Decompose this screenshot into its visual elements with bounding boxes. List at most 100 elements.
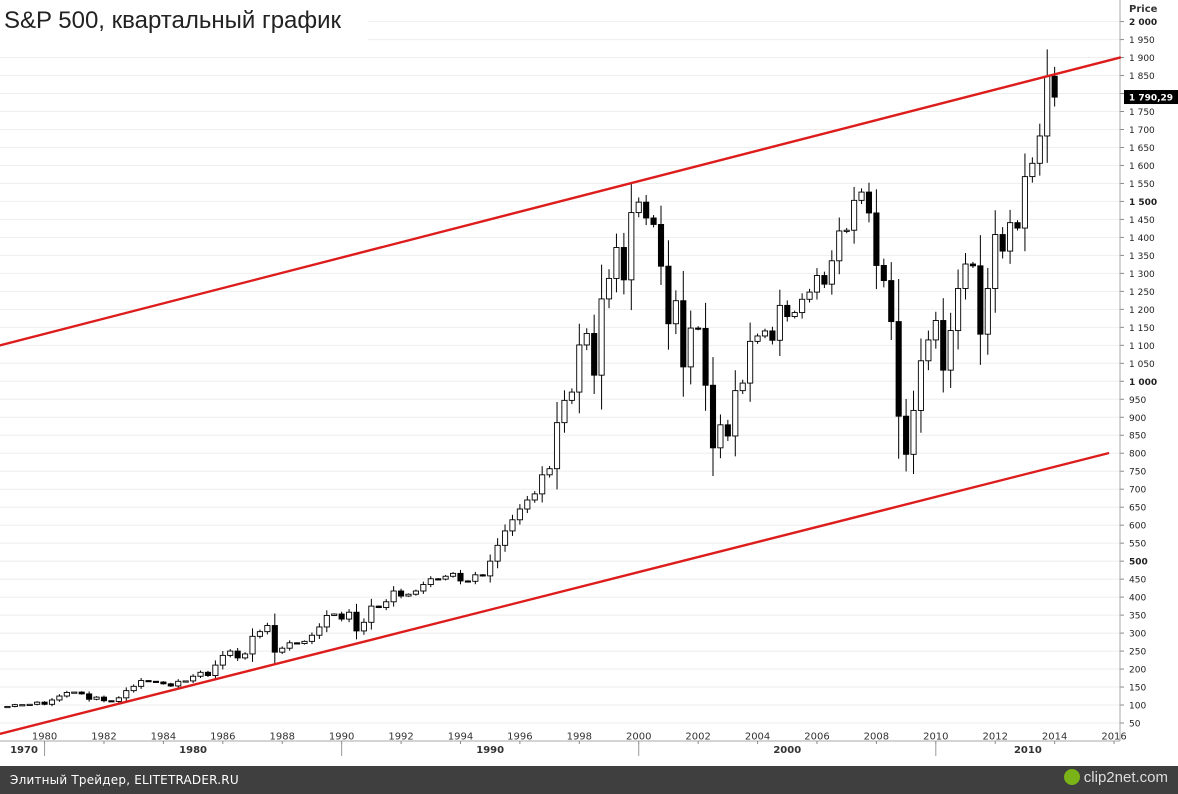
time-axis: 1980 1982 1984 1986 1988 1990 1992 1994 1996 1998… xyxy=(0,732,1127,756)
time-tick-label: 2002 xyxy=(685,732,710,743)
candle-down xyxy=(100,696,108,702)
candle-up xyxy=(568,391,575,401)
time-tick-label: 2014 xyxy=(1042,732,1067,743)
price-tick-label: 1 100 xyxy=(1129,342,1155,352)
candle-up xyxy=(843,229,850,232)
candle-down xyxy=(86,693,93,700)
candle-up xyxy=(509,519,516,532)
candle-up xyxy=(427,578,434,585)
candle-down xyxy=(940,320,947,371)
candle-down xyxy=(204,671,212,676)
candle-up xyxy=(487,560,494,577)
candle-down xyxy=(999,234,1006,252)
candle-up xyxy=(19,704,26,707)
candle-down xyxy=(457,572,464,582)
price-tick-label: 500 xyxy=(1129,558,1148,568)
candle-down xyxy=(821,275,828,285)
candle-up xyxy=(123,690,130,699)
price-tick-label: 1 650 xyxy=(1129,144,1155,154)
time-tick-label: 1984 xyxy=(151,732,176,743)
price-tick-label: 550 xyxy=(1129,540,1146,550)
price-tick-label: 1 450 xyxy=(1129,216,1155,226)
candle-up xyxy=(301,640,308,644)
candle-up xyxy=(806,291,813,300)
candle-up xyxy=(501,530,509,546)
title-background xyxy=(0,0,368,52)
candle-up xyxy=(420,584,427,592)
candle-up xyxy=(776,304,783,341)
candle-up xyxy=(613,247,620,279)
candle-up xyxy=(138,680,145,687)
candle-up xyxy=(1029,162,1036,178)
candle-up xyxy=(917,360,925,411)
candle-down xyxy=(620,247,627,281)
candle-up xyxy=(1021,176,1028,229)
time-tick-label: 2004 xyxy=(745,732,770,743)
candle-up xyxy=(799,298,806,314)
price-tick-label: 1 350 xyxy=(1129,252,1155,262)
candle-up xyxy=(286,642,293,649)
candle-up xyxy=(754,335,761,342)
last-price-label: 1 790,29 xyxy=(1129,94,1173,104)
candle-down xyxy=(865,191,873,214)
candle-up xyxy=(947,330,954,371)
candle-down xyxy=(294,642,301,645)
candle-down xyxy=(1051,75,1058,98)
chart-background xyxy=(0,0,1178,766)
footer-logo-text: clip2net.com xyxy=(1083,769,1168,786)
decade-label: 2010 xyxy=(1014,745,1042,756)
price-tick-label: 1 750 xyxy=(1129,108,1155,118)
candle-down xyxy=(680,300,687,368)
candle-up xyxy=(836,230,843,262)
channel-line xyxy=(0,452,1110,736)
candle-down xyxy=(398,590,405,597)
candle-down xyxy=(41,701,48,705)
price-tick-label: 600 xyxy=(1129,522,1146,532)
price-tick-label: 800 xyxy=(1129,450,1146,460)
time-tick-label: 1992 xyxy=(388,732,413,743)
price-tick-label: 1 050 xyxy=(1129,360,1155,370)
candle-up xyxy=(190,675,197,682)
candle-down xyxy=(160,681,167,685)
price-tick-label: 750 xyxy=(1129,468,1146,478)
time-tick-label: 2008 xyxy=(864,732,889,743)
candle-down xyxy=(873,212,880,266)
candle-up xyxy=(264,625,271,633)
candle-up xyxy=(955,288,962,332)
decade-label: 1980 xyxy=(179,745,207,756)
candle-up xyxy=(858,191,865,201)
chart-title: S&P 500, квартальный график xyxy=(4,7,342,34)
candle-down xyxy=(650,217,657,225)
last-price-marker: 1 790,29 xyxy=(1124,90,1178,105)
price-tick-label: 1 700 xyxy=(1129,126,1155,136)
time-tick-label: 2012 xyxy=(982,732,1007,743)
candle-up xyxy=(130,685,137,692)
candle-down xyxy=(977,265,984,335)
candle-down xyxy=(769,330,776,341)
candle-down xyxy=(152,680,160,683)
candle-down xyxy=(1014,222,1021,229)
candle-up xyxy=(383,601,390,608)
candle-down xyxy=(479,574,486,577)
trend-channel xyxy=(0,56,1122,736)
candle-up xyxy=(4,706,11,709)
candle-down xyxy=(353,611,360,632)
candle-down xyxy=(724,424,731,437)
price-tick-label: 850 xyxy=(1129,432,1146,442)
candle-down xyxy=(145,680,152,683)
candle-down xyxy=(665,265,672,325)
clip2net-icon xyxy=(1063,769,1080,785)
price-tick-label: 200 xyxy=(1129,666,1146,676)
candle-up xyxy=(761,330,769,337)
candle-down xyxy=(591,333,598,376)
candle-down xyxy=(234,650,241,659)
candle-up xyxy=(412,590,419,595)
candle-up xyxy=(308,634,315,642)
footer-logo[interactable]: clip2net.com xyxy=(1063,769,1168,786)
candle-up xyxy=(182,680,189,683)
time-tick-label: 1990 xyxy=(329,732,354,743)
price-tick-label: 650 xyxy=(1129,504,1146,514)
time-tick-label: 1988 xyxy=(270,732,295,743)
price-tick-label: 1 550 xyxy=(1129,180,1155,190)
price-tick-label: 950 xyxy=(1129,396,1146,406)
